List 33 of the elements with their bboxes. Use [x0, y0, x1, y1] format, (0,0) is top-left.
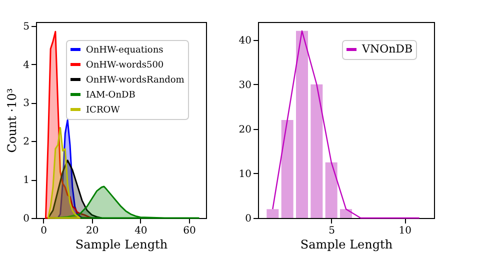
- x-tick-label: 20: [86, 226, 99, 236]
- x-axis-title: Sample Length: [75, 238, 168, 252]
- y-tick-label: 30: [238, 80, 252, 91]
- x-tick-label: 40: [134, 226, 148, 236]
- x-tick-label: 5: [328, 226, 336, 236]
- y-tick-label: 2: [23, 136, 30, 148]
- x-tick-label: 60: [183, 226, 196, 236]
- bar: [310, 84, 323, 218]
- bar: [325, 162, 338, 218]
- y-tick-label: 20: [238, 124, 252, 136]
- legend-label: OnHW-equations: [86, 46, 164, 56]
- y-tick-label: 0: [23, 214, 30, 224]
- legend-label: ICROW: [86, 106, 121, 116]
- x-axis-title: Sample Length: [300, 238, 393, 252]
- y-tick-label: 40: [238, 35, 252, 46]
- legend-label: IAM-OnDB: [86, 90, 136, 100]
- bar: [340, 209, 352, 218]
- bar: [296, 30, 308, 218]
- legend-label: OnHW-wordsRandom: [86, 76, 185, 86]
- legend-label: OnHW-words500: [86, 60, 164, 70]
- bar: [266, 209, 279, 218]
- y-tick-label: 10: [238, 168, 252, 180]
- legend-label: VNOnDB: [361, 42, 413, 56]
- y-axis-title: Count ·10³: [5, 88, 20, 153]
- x-tick-label: 10: [398, 226, 412, 236]
- x-tick-label: 0: [40, 226, 47, 236]
- bar: [281, 120, 294, 218]
- y-tick-label: 0: [245, 214, 252, 224]
- y-tick-label: 5: [23, 21, 30, 32]
- y-tick-label: 1: [23, 175, 30, 186]
- y-tick-label: 3: [23, 98, 30, 110]
- y-tick-label: 4: [23, 60, 30, 71]
- line-series: [272, 30, 420, 219]
